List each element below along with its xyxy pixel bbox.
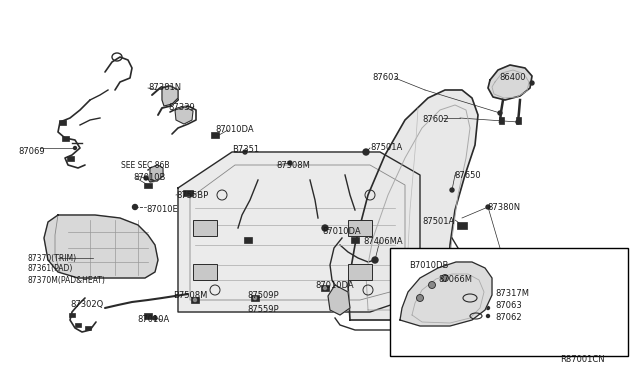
Bar bbox=[321, 285, 329, 291]
Circle shape bbox=[243, 150, 247, 154]
Text: 87406MA: 87406MA bbox=[363, 237, 403, 246]
Text: 87370(TRIM): 87370(TRIM) bbox=[28, 253, 77, 263]
Text: 87062: 87062 bbox=[495, 312, 522, 321]
Bar bbox=[75, 323, 81, 327]
Circle shape bbox=[530, 81, 534, 85]
Bar bbox=[515, 116, 520, 124]
Text: 87603: 87603 bbox=[372, 73, 399, 81]
Circle shape bbox=[486, 294, 490, 296]
Text: 87508M: 87508M bbox=[276, 160, 310, 170]
Text: 87370M(PAD&HEAT): 87370M(PAD&HEAT) bbox=[28, 276, 106, 285]
Text: SEE SEC 86B: SEE SEC 86B bbox=[121, 161, 170, 170]
Text: 87302Q: 87302Q bbox=[70, 299, 103, 308]
Circle shape bbox=[516, 120, 520, 124]
Text: 87339: 87339 bbox=[168, 103, 195, 112]
Circle shape bbox=[74, 147, 77, 150]
Circle shape bbox=[486, 205, 490, 209]
Polygon shape bbox=[328, 285, 350, 315]
Polygon shape bbox=[442, 285, 464, 315]
Text: 87559P: 87559P bbox=[247, 305, 278, 314]
Text: 87380N: 87380N bbox=[487, 202, 520, 212]
Bar bbox=[193, 220, 217, 236]
Bar bbox=[67, 155, 74, 160]
Text: 87010B: 87010B bbox=[133, 173, 165, 183]
Circle shape bbox=[450, 188, 454, 192]
Bar bbox=[58, 119, 65, 125]
Polygon shape bbox=[348, 90, 478, 320]
Polygon shape bbox=[150, 165, 163, 181]
Circle shape bbox=[429, 282, 435, 289]
Text: B7508M: B7508M bbox=[173, 291, 207, 299]
Circle shape bbox=[486, 307, 490, 310]
Circle shape bbox=[153, 316, 157, 320]
Text: 87010A: 87010A bbox=[137, 315, 169, 324]
Text: 86400: 86400 bbox=[499, 73, 525, 81]
Circle shape bbox=[417, 295, 424, 301]
Circle shape bbox=[363, 149, 369, 155]
Bar bbox=[69, 313, 75, 317]
Text: 87602: 87602 bbox=[422, 115, 449, 124]
Text: R87001CN: R87001CN bbox=[560, 356, 605, 365]
Text: 87650: 87650 bbox=[454, 170, 481, 180]
Circle shape bbox=[253, 296, 257, 299]
Circle shape bbox=[144, 176, 148, 180]
Text: 87069: 87069 bbox=[18, 147, 45, 155]
Text: 87361(PAD): 87361(PAD) bbox=[28, 264, 74, 273]
Bar bbox=[183, 190, 193, 196]
Text: 87381N: 87381N bbox=[148, 83, 181, 93]
Bar bbox=[244, 237, 252, 243]
Polygon shape bbox=[178, 152, 420, 312]
Bar bbox=[211, 132, 219, 138]
Circle shape bbox=[442, 275, 449, 282]
Polygon shape bbox=[44, 215, 158, 278]
Text: 8755BP: 8755BP bbox=[176, 190, 208, 199]
Bar bbox=[348, 264, 372, 280]
Bar bbox=[193, 264, 217, 280]
Text: 87317M: 87317M bbox=[495, 289, 529, 298]
Bar bbox=[61, 135, 68, 141]
Bar bbox=[457, 221, 467, 228]
Text: 87509P: 87509P bbox=[247, 291, 278, 299]
Circle shape bbox=[193, 298, 196, 301]
Text: 87010E: 87010E bbox=[146, 205, 178, 214]
Text: 87066M: 87066M bbox=[438, 276, 472, 285]
Circle shape bbox=[322, 225, 328, 231]
Circle shape bbox=[498, 111, 502, 115]
Bar bbox=[251, 295, 259, 301]
Bar bbox=[144, 183, 152, 187]
Bar bbox=[85, 326, 91, 330]
Circle shape bbox=[372, 257, 378, 263]
Polygon shape bbox=[162, 86, 178, 106]
Text: B7351: B7351 bbox=[232, 145, 259, 154]
Text: 87063: 87063 bbox=[495, 301, 522, 310]
Text: 87501A: 87501A bbox=[370, 142, 403, 151]
Bar bbox=[144, 313, 152, 319]
Circle shape bbox=[486, 314, 490, 317]
Text: 87501A: 87501A bbox=[422, 217, 454, 225]
Bar bbox=[351, 237, 359, 243]
Polygon shape bbox=[400, 262, 492, 326]
Bar bbox=[390, 248, 628, 356]
Bar bbox=[348, 220, 372, 236]
Polygon shape bbox=[488, 65, 532, 100]
Circle shape bbox=[323, 286, 326, 289]
Text: 87010DA: 87010DA bbox=[315, 282, 354, 291]
Text: 87010DA: 87010DA bbox=[215, 125, 253, 135]
Text: 87010DA: 87010DA bbox=[322, 227, 360, 235]
Circle shape bbox=[288, 161, 292, 165]
Bar bbox=[499, 116, 504, 124]
Circle shape bbox=[132, 205, 138, 209]
Polygon shape bbox=[175, 107, 193, 124]
Bar bbox=[191, 297, 199, 303]
Text: B7010DB: B7010DB bbox=[409, 262, 449, 270]
